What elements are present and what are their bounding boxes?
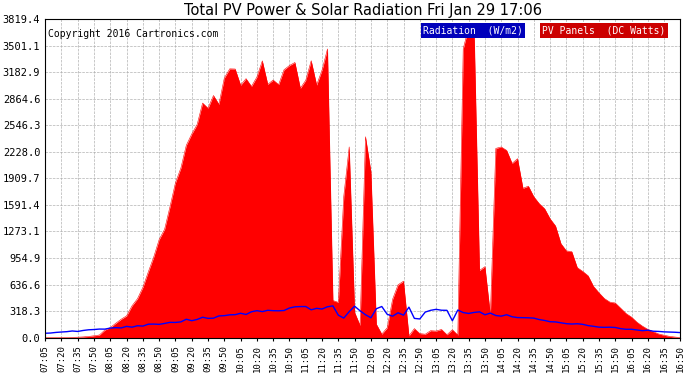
Text: PV Panels  (DC Watts): PV Panels (DC Watts) [542, 26, 665, 35]
Title: Total PV Power & Solar Radiation Fri Jan 29 17:06: Total PV Power & Solar Radiation Fri Jan… [184, 3, 542, 18]
Text: Radiation  (W/m2): Radiation (W/m2) [423, 26, 523, 35]
Text: Copyright 2016 Cartronics.com: Copyright 2016 Cartronics.com [48, 28, 219, 39]
